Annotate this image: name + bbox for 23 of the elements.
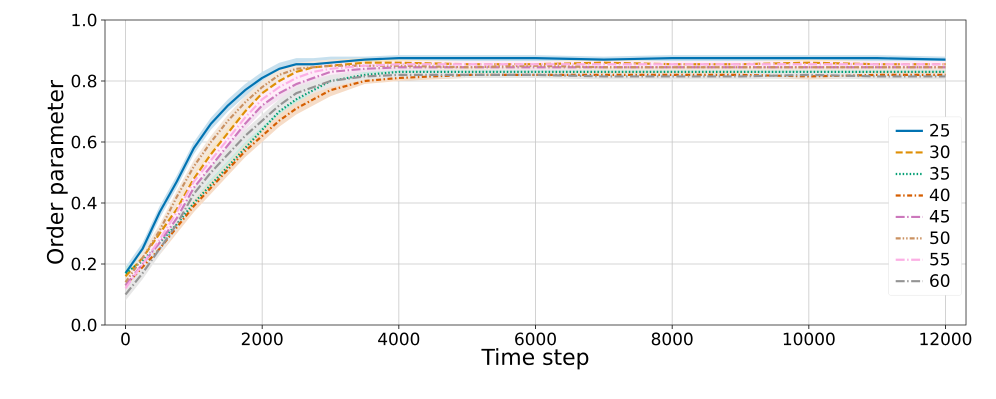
y-tick-label: 0.2 bbox=[72, 258, 96, 270]
legend-label: 60 bbox=[930, 274, 950, 287]
x-tick-label: 10000 bbox=[784, 332, 835, 346]
x-tick-label: 6000 bbox=[515, 332, 556, 346]
legend-label: 55 bbox=[930, 252, 950, 266]
y-axis-title: Order parameter bbox=[46, 80, 68, 264]
legend-label: 35 bbox=[930, 166, 950, 180]
x-axis-title: Time step bbox=[481, 348, 588, 370]
y-tick-label: 0.0 bbox=[72, 318, 96, 332]
x-tick-label: 4000 bbox=[378, 332, 420, 346]
legend-label: 40 bbox=[930, 188, 950, 202]
legend-label: 25 bbox=[930, 124, 950, 137]
x-tick-label: 8000 bbox=[652, 332, 693, 346]
x-tick-label: 2000 bbox=[242, 332, 283, 346]
x-tick-label: 0 bbox=[121, 332, 130, 346]
legend-label: 50 bbox=[930, 231, 950, 244]
legend-label: 45 bbox=[930, 210, 950, 223]
y-tick-label: 1.0 bbox=[72, 14, 96, 26]
x-tick-label: 12000 bbox=[920, 332, 972, 346]
legend-label: 30 bbox=[930, 145, 950, 158]
y-tick-label: 0.4 bbox=[72, 196, 97, 210]
y-tick-label: 0.8 bbox=[72, 74, 96, 88]
y-tick-label: 0.6 bbox=[72, 136, 96, 148]
